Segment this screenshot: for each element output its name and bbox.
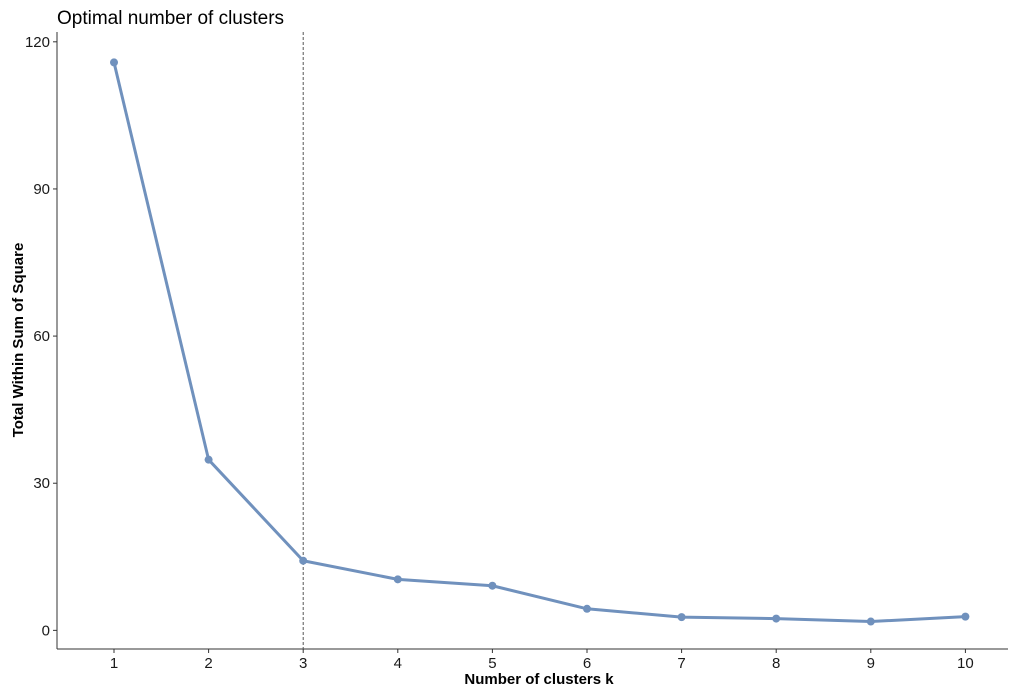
x-tick-label: 9 (867, 655, 875, 672)
x-axis-title: Number of clusters k (464, 671, 614, 688)
x-tick-label: 6 (583, 655, 591, 672)
x-tick-label: 2 (204, 655, 212, 672)
data-point (961, 612, 970, 621)
chart-title: Optimal number of clusters (57, 8, 284, 29)
x-tick-label: 10 (957, 655, 974, 672)
y-tick-label: 0 (42, 622, 50, 639)
data-point (204, 455, 213, 464)
y-axis-title: Total Within Sum of Square (10, 243, 27, 438)
data-point (299, 556, 308, 565)
y-tick-label: 90 (33, 181, 50, 198)
data-point (677, 613, 686, 622)
data-point (393, 575, 402, 584)
y-tick-label: 120 (25, 34, 50, 51)
series-line (112, 60, 967, 624)
data-point (866, 617, 875, 626)
x-tick-label: 7 (677, 655, 685, 672)
y-ticks: 0 30 60 90 120 (25, 34, 57, 639)
x-tick-label: 8 (772, 655, 780, 672)
data-point (488, 581, 497, 590)
data-point (772, 614, 781, 623)
x-tick-label: 5 (488, 655, 496, 672)
y-tick-label: 30 (33, 475, 50, 492)
x-ticks: 1 2 3 4 5 6 7 8 9 10 (110, 649, 974, 672)
data-point (583, 604, 591, 613)
x-tick-label: 4 (394, 655, 402, 672)
x-tick-label: 1 (110, 655, 118, 672)
data-point (110, 58, 118, 67)
x-tick-label: 3 (299, 655, 307, 672)
y-tick-label: 60 (33, 328, 50, 345)
data-points (110, 58, 970, 626)
